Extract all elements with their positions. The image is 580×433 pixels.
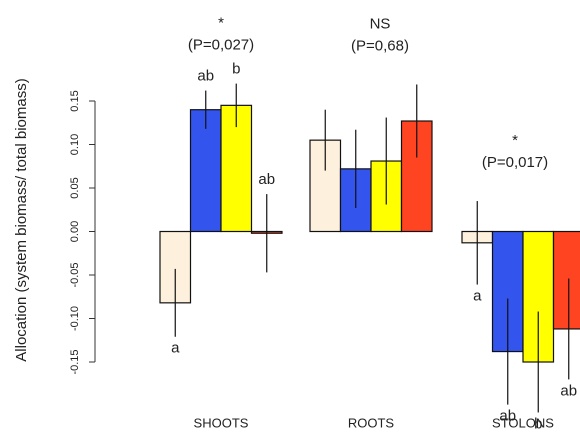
y-tick-label: 0.05 — [69, 177, 81, 198]
bar — [552, 230, 580, 330]
significance-letter: ab — [197, 68, 214, 85]
significance-letter: a — [473, 288, 482, 305]
y-tick-label: -0.10 — [69, 306, 81, 331]
x-tick-label: SHOOTS — [194, 415, 249, 430]
x-tick-label: ROOTS — [348, 415, 395, 430]
y-tick-label: 0.15 — [69, 90, 81, 111]
y-tick-label: 0.00 — [69, 221, 81, 242]
significance-mark: * — [512, 132, 518, 149]
y-axis-label: Allocation (system biomass/ total biomas… — [13, 78, 30, 361]
significance-letter: ab — [560, 382, 577, 399]
significance-letter: a — [171, 340, 180, 357]
significance-letter: b — [232, 61, 240, 78]
p-value: (P=0,027) — [188, 37, 254, 54]
significance-letter: ab — [499, 408, 516, 425]
significance-letter: ab — [258, 171, 275, 188]
significance-mark: * — [218, 15, 224, 32]
y-tick-label: -0.15 — [69, 349, 81, 374]
p-value: (P=0,017) — [482, 154, 548, 171]
significance-letter: b — [534, 415, 542, 432]
p-value: (P=0,68) — [351, 37, 409, 54]
bar — [220, 104, 253, 233]
bar — [189, 109, 222, 233]
significance-mark: NS — [370, 15, 391, 32]
y-tick-label: -0.05 — [69, 262, 81, 287]
x-tick-label: STOLONS — [492, 415, 554, 430]
y-tick-label: 0.10 — [69, 134, 81, 155]
